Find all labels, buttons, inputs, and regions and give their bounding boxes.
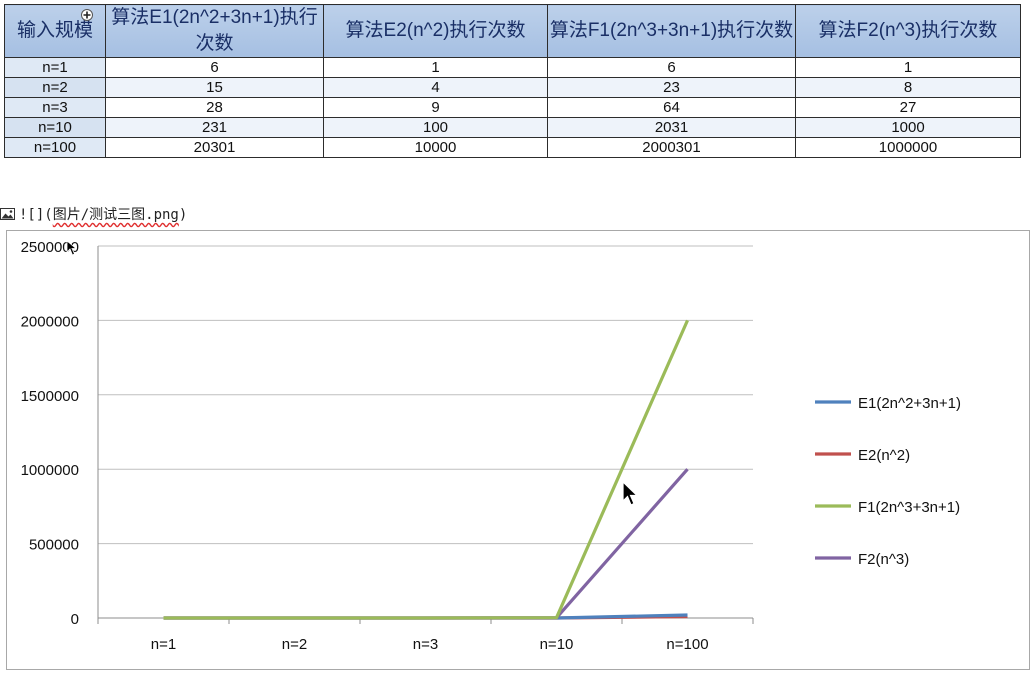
table-cell: 23 [547, 77, 796, 98]
markdown-prefix: ![]( [19, 207, 53, 223]
gridlines [98, 245, 753, 545]
x-tick-label: n=100 [666, 636, 708, 653]
table-row: n=1 6 1 6 1 [4, 57, 1021, 78]
y-axis-ticks: 0 500000 1000000 1500000 2000000 2500000 [21, 239, 79, 628]
markdown-image-line[interactable]: ![](图片/测试三图.png) [0, 204, 187, 224]
row-label: n=10 [4, 117, 106, 138]
header-f2: 算法F2(n^3)执行次数 [795, 4, 1021, 58]
table-cell: 64 [547, 97, 796, 118]
table-move-handle-icon[interactable] [81, 9, 93, 21]
row-label: n=1 [4, 57, 106, 78]
table-cell: 2031 [547, 117, 796, 138]
table-row: n=10 231 100 2031 1000 [4, 117, 1021, 138]
y-tick-label: 2500000 [21, 239, 79, 256]
y-tick-label: 0 [71, 611, 79, 628]
table-cell: 1 [323, 57, 548, 78]
table-cell: 10000 [323, 137, 548, 158]
legend: E1(2n^2+3n+1) E2(n^2) F1(2n^3+3n+1) F2(n^3) [815, 395, 961, 568]
table-cell: 6 [547, 57, 796, 78]
y-tick-label: 500000 [29, 537, 79, 554]
row-label: n=100 [4, 137, 106, 158]
markdown-suffix: ) [178, 207, 188, 223]
table-row: n=3 28 9 64 27 [4, 97, 1021, 118]
y-tick-label: 2000000 [21, 313, 79, 330]
header-e2: 算法E2(n^2)执行次数 [323, 4, 548, 58]
x-tick-label: n=1 [151, 636, 176, 653]
table-cell: 8 [795, 77, 1021, 98]
table-cell: 15 [105, 77, 324, 98]
row-label: n=3 [4, 97, 106, 118]
table-cell: 1000000 [795, 137, 1021, 158]
image-placeholder-icon [0, 208, 15, 220]
table-cell: 100 [323, 117, 548, 138]
legend-label: F1(2n^3+3n+1) [858, 499, 960, 516]
table-cell: 9 [323, 97, 548, 118]
table-cell: 2000301 [547, 137, 796, 158]
row-label: n=2 [4, 77, 106, 98]
table-cell: 1000 [795, 117, 1021, 138]
table-cell: 28 [105, 97, 324, 118]
x-axis [97, 246, 754, 624]
x-tick-label: n=2 [282, 636, 307, 653]
table-cell: 27 [795, 97, 1021, 118]
header-e1: 算法E1(2n^2+3n+1)执行次数 [105, 4, 324, 58]
header-f1: 算法F1(2n^3+3n+1)执行次数 [547, 4, 796, 58]
table-header-row: 输入规模 算法E1(2n^2+3n+1)执行次数 算法E2(n^2)执行次数 算… [4, 4, 1021, 58]
table-row: n=100 20301 10000 2000301 1000000 [4, 137, 1021, 158]
x-tick-label: n=10 [540, 636, 574, 653]
legend-label: E1(2n^2+3n+1) [858, 395, 961, 412]
x-tick-label: n=3 [413, 636, 438, 653]
markdown-image-path: 图片/测试三图.png [52, 207, 179, 223]
mouse-pointer-icon [66, 240, 78, 256]
legend-label: E2(n^2) [858, 447, 910, 464]
y-tick-label: 1500000 [21, 388, 79, 405]
x-axis-ticks: n=1 n=2 n=3 n=10 n=100 [151, 636, 709, 653]
table-cell: 4 [323, 77, 548, 98]
y-tick-label: 1000000 [21, 462, 79, 479]
table-cell: 6 [105, 57, 324, 78]
table-row: n=2 15 4 23 8 [4, 77, 1021, 98]
table-cell: 1 [795, 57, 1021, 78]
legend-label: F2(n^3) [858, 551, 909, 568]
series-line-f1 [163, 319, 689, 620]
chart-area: 0 500000 1000000 1500000 2000000 2500000 n=1 n… [6, 230, 1030, 670]
mouse-pointer-icon [622, 481, 639, 506]
series-lines [163, 319, 689, 620]
table-cell: 20301 [105, 137, 324, 158]
data-table: 输入规模 算法E1(2n^2+3n+1)执行次数 算法E2(n^2)执行次数 算… [4, 4, 1021, 158]
table-cell: 231 [105, 117, 324, 138]
